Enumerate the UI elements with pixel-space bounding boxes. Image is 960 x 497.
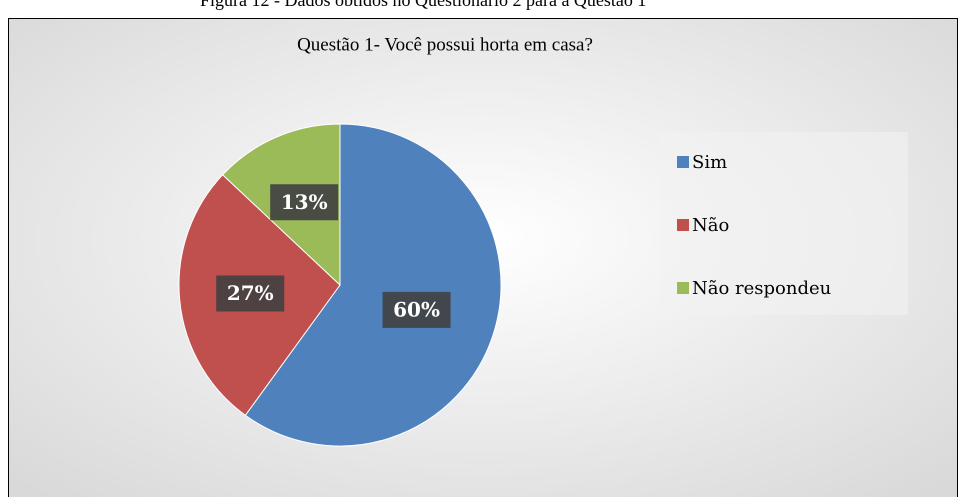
data-label-bg <box>382 291 451 328</box>
data-label-bg <box>216 275 285 312</box>
legend-label: Não <box>692 215 729 236</box>
pie-slice <box>244 123 502 447</box>
legend-swatch <box>677 282 689 294</box>
legend-box <box>660 132 908 315</box>
chart-title: Questão 1- Você possui horta em casa? <box>297 34 593 55</box>
legend-label: Sim <box>692 152 727 173</box>
data-label: 60% <box>393 297 440 321</box>
data-label: 27% <box>227 281 274 305</box>
legend-swatch <box>677 219 689 231</box>
data-label: 13% <box>281 190 328 214</box>
caption: Figura 12 - Dados obtidos no Questionári… <box>200 0 646 10</box>
legend-label: Não respondeu <box>692 278 831 299</box>
legend-swatch <box>677 156 689 168</box>
data-label-bg <box>270 184 339 221</box>
